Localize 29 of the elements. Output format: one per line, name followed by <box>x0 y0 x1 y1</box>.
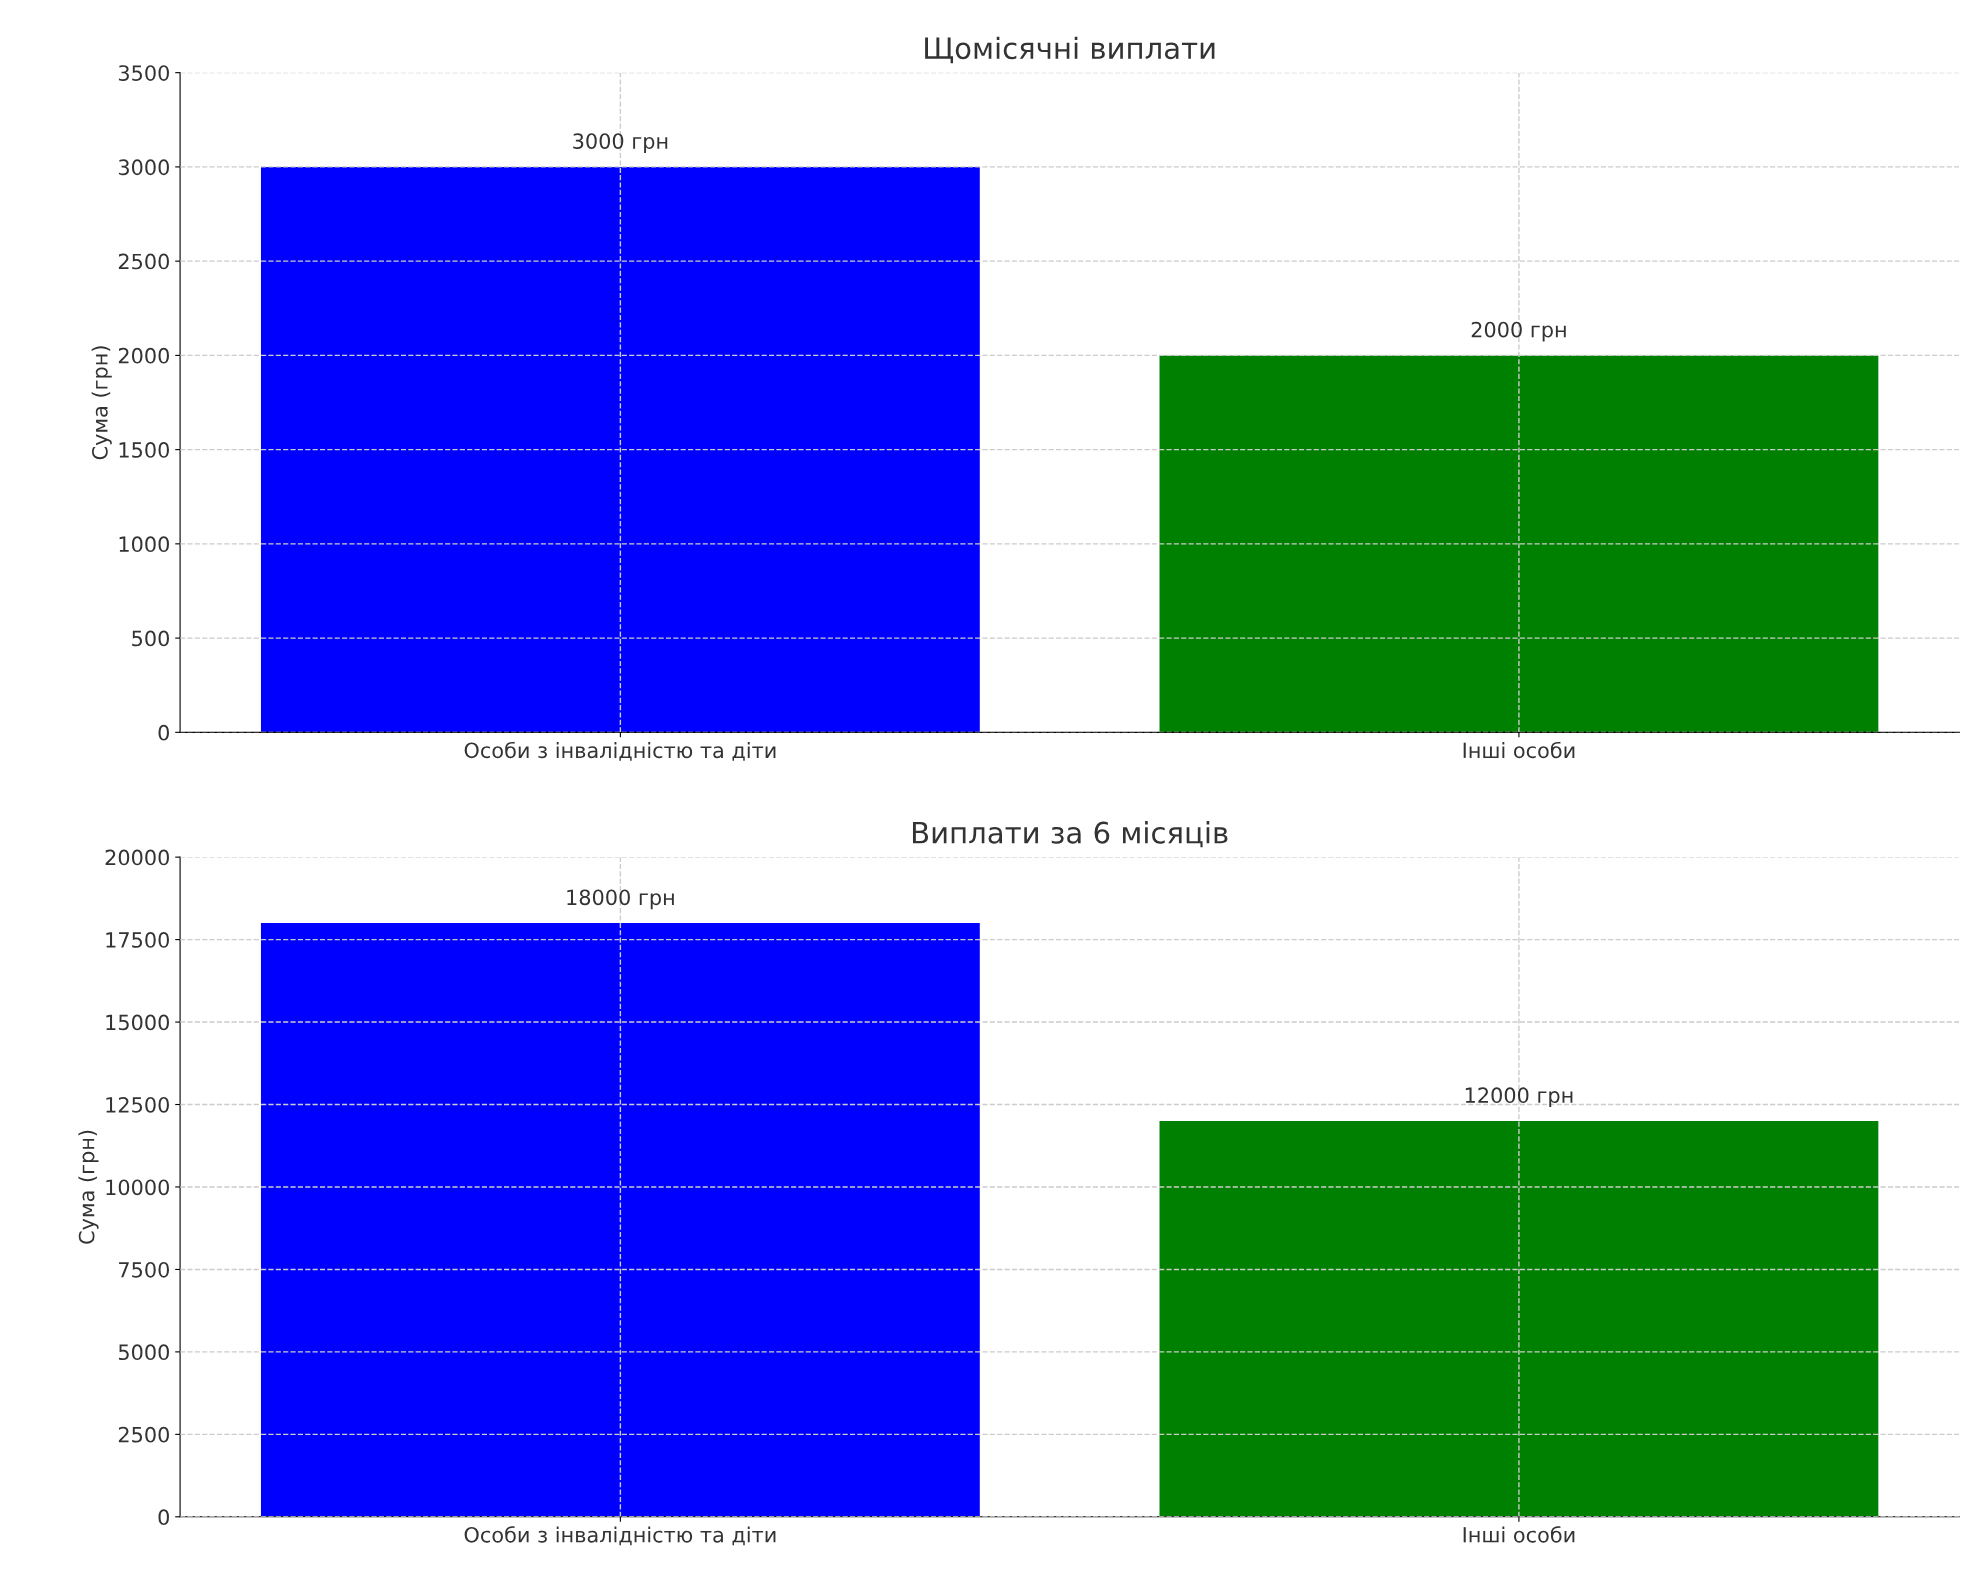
y-axis-title: Сума (грн) <box>78 1130 99 1244</box>
y-tick-label: 500 <box>132 630 169 647</box>
y-tick-label: 1000 <box>119 536 169 553</box>
data-label: 12000 грн <box>1465 1087 1573 1108</box>
y-tick-label: 20000 <box>105 849 169 866</box>
y-tick-label: 3000 <box>118 159 169 176</box>
x-tick-label: Особи з інвалідністю та діти <box>464 1526 776 1546</box>
data-label: 3000 грн <box>573 133 668 154</box>
x-tick-label: Інші особи <box>1463 1526 1575 1543</box>
chart-title: Виплати за 6 місяців <box>912 821 1228 848</box>
y-tick-label: 0 <box>158 1509 169 1526</box>
y-tick-label: 5000 <box>118 1344 169 1361</box>
data-label: 18000 грн <box>567 889 674 910</box>
y-tick-label: 10000 <box>106 1179 169 1196</box>
y-tick-label: 2500 <box>118 253 169 270</box>
chart-title: Щомісячні виплати <box>925 36 1215 64</box>
y-axis-title: Сума (грн) <box>91 346 112 460</box>
x-tick-label: Інші особи <box>1463 741 1575 759</box>
x-tick-label: Особи з інвалідністю та діти <box>464 741 776 761</box>
y-tick-label: 12500 <box>106 1096 169 1113</box>
y-tick-label: 15000 <box>106 1014 169 1031</box>
data-label: 2000 грн <box>1471 321 1566 342</box>
y-tick-label: 2500 <box>118 1426 169 1443</box>
y-tick-label: 0 <box>158 724 169 741</box>
y-tick-label: 3500 <box>118 65 169 81</box>
y-tick-label: 7500 <box>119 1261 169 1278</box>
y-tick-label: 2000 <box>118 347 169 364</box>
y-tick-label: 1500 <box>119 442 169 458</box>
y-tick-label: 17500 <box>106 932 169 948</box>
